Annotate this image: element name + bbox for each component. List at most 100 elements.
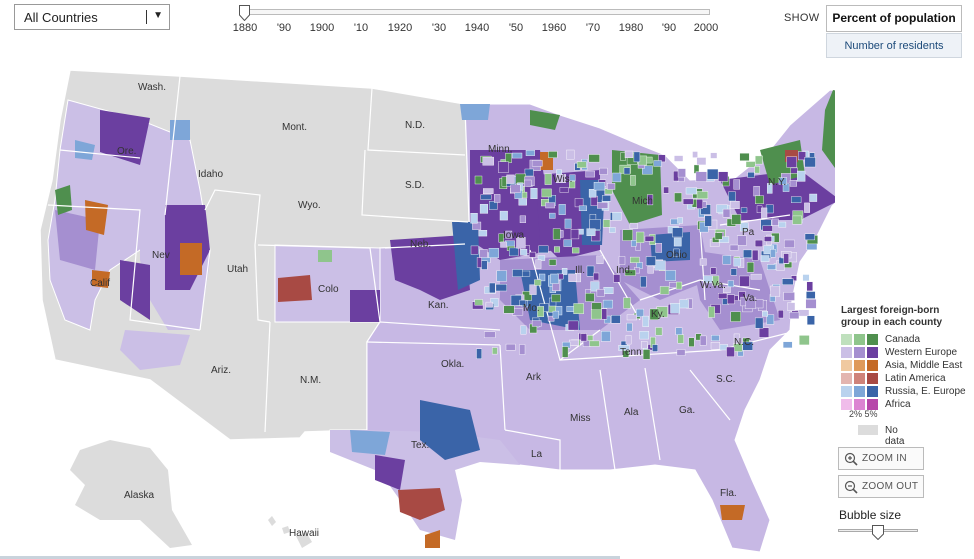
county-patch (519, 344, 526, 355)
county-patch (489, 201, 498, 210)
year-timeline[interactable]: 1880 '90 1900 '10 1920 '30 1940 '50 1960… (228, 2, 718, 36)
county-patch (548, 259, 557, 266)
timeline-label[interactable]: '90 (276, 22, 292, 34)
country-filter-dropdown[interactable]: All Countries ▼ (14, 4, 170, 30)
county-patch (585, 293, 595, 302)
legend-swatch (854, 347, 865, 358)
county-patch (611, 315, 621, 324)
county-patch (590, 281, 600, 292)
legend-item-label: Latin America (885, 373, 946, 384)
county-patch (641, 341, 648, 349)
county-patch (580, 333, 587, 342)
county-patch (538, 245, 549, 254)
state-label: Nev (152, 250, 170, 261)
county-patch (626, 322, 633, 332)
county-patch (541, 188, 552, 198)
timeline-label[interactable]: 2000 (693, 22, 719, 34)
bottom-scrollbar[interactable] (0, 556, 620, 559)
county-patch (674, 155, 684, 162)
county-patch (482, 156, 494, 166)
us-county-map[interactable]: Wash. Ore. Calif Idaho Nev Utah Ariz. Mo… (0, 56, 835, 559)
timeline-label[interactable]: '50 (508, 22, 524, 34)
county-patch (622, 229, 633, 241)
county-patch (766, 314, 775, 325)
county-patch (585, 170, 595, 178)
county-patch (762, 225, 773, 232)
timeline-label[interactable]: '70 (585, 22, 601, 34)
county-patch (730, 200, 740, 209)
number-of-residents-button[interactable]: Number of residents (826, 33, 962, 58)
county-patch (524, 179, 532, 187)
legend-item-label: Asia, Middle East (885, 360, 963, 371)
county-patch (519, 299, 527, 306)
county-patch (755, 317, 764, 329)
county-patch (767, 264, 776, 270)
county-patch (782, 341, 793, 349)
zoom-out-button[interactable]: ZOOM OUT (838, 475, 924, 498)
timeline-label[interactable]: 1960 (541, 22, 567, 34)
state-label: Utah (227, 264, 248, 275)
county-patch (588, 188, 597, 198)
county-patch (569, 174, 576, 181)
state-label: Ill. (575, 265, 585, 276)
state-label: Ky. (651, 309, 665, 320)
county-patch (562, 346, 569, 358)
county-patch (809, 193, 818, 202)
county-patch (623, 167, 631, 175)
county-patch (806, 281, 813, 292)
county-patch (499, 210, 508, 221)
legend-item-label: Canada (885, 334, 921, 345)
county-patch (792, 215, 802, 225)
county-patch (783, 292, 795, 301)
state-label: Wyo. (298, 200, 321, 211)
legend-swatch (867, 347, 878, 358)
county-patch (503, 305, 515, 314)
county-patch (603, 287, 614, 295)
county-patch (639, 331, 649, 340)
timeline-label[interactable]: 1980 (618, 22, 644, 34)
percent-of-population-button[interactable]: Percent of population (826, 5, 962, 32)
county-patch (570, 228, 580, 240)
county-patch (726, 346, 735, 357)
county-patch (804, 233, 816, 241)
county-patch (470, 245, 479, 255)
county-patch (476, 348, 482, 359)
zoom-out-icon (844, 480, 858, 494)
timeline-label[interactable]: 1880 (232, 22, 258, 34)
legend-swatch (867, 399, 878, 410)
show-label: SHOW (784, 12, 820, 24)
county-patch (558, 204, 566, 215)
county-patch (710, 267, 717, 275)
zoom-in-button[interactable]: ZOOM IN (838, 447, 924, 470)
county-patch (484, 331, 496, 338)
country-filter-value: All Countries (24, 10, 98, 25)
county-patch (798, 309, 810, 317)
timeline-thumb[interactable] (239, 5, 250, 21)
county-patch (647, 265, 654, 274)
county-patch (733, 179, 741, 190)
county-patch (740, 207, 748, 213)
county-patch (474, 299, 483, 306)
timeline-track[interactable] (240, 9, 710, 15)
timeline-label[interactable]: 1940 (464, 22, 490, 34)
timeline-label[interactable]: 1900 (309, 22, 335, 34)
county-patch (505, 230, 513, 239)
county-patch (716, 204, 728, 213)
bubble-size-thumb[interactable] (872, 525, 884, 540)
state-label: Calif (90, 278, 110, 289)
county-patch (722, 255, 732, 265)
county-patch (642, 315, 649, 327)
region-canada-light (318, 250, 332, 262)
timeline-label[interactable]: '30 (431, 22, 447, 34)
county-patch (752, 249, 759, 261)
county-patch (722, 208, 731, 218)
state-label: N.Y. (768, 177, 786, 188)
county-patch (642, 165, 653, 175)
timeline-label[interactable]: 1920 (387, 22, 413, 34)
county-patch (519, 215, 526, 224)
legend-swatch (841, 399, 852, 410)
county-patch (599, 167, 608, 175)
timeline-label[interactable]: '10 (353, 22, 369, 34)
timeline-label[interactable]: '90 (661, 22, 677, 34)
county-patch (784, 239, 795, 248)
